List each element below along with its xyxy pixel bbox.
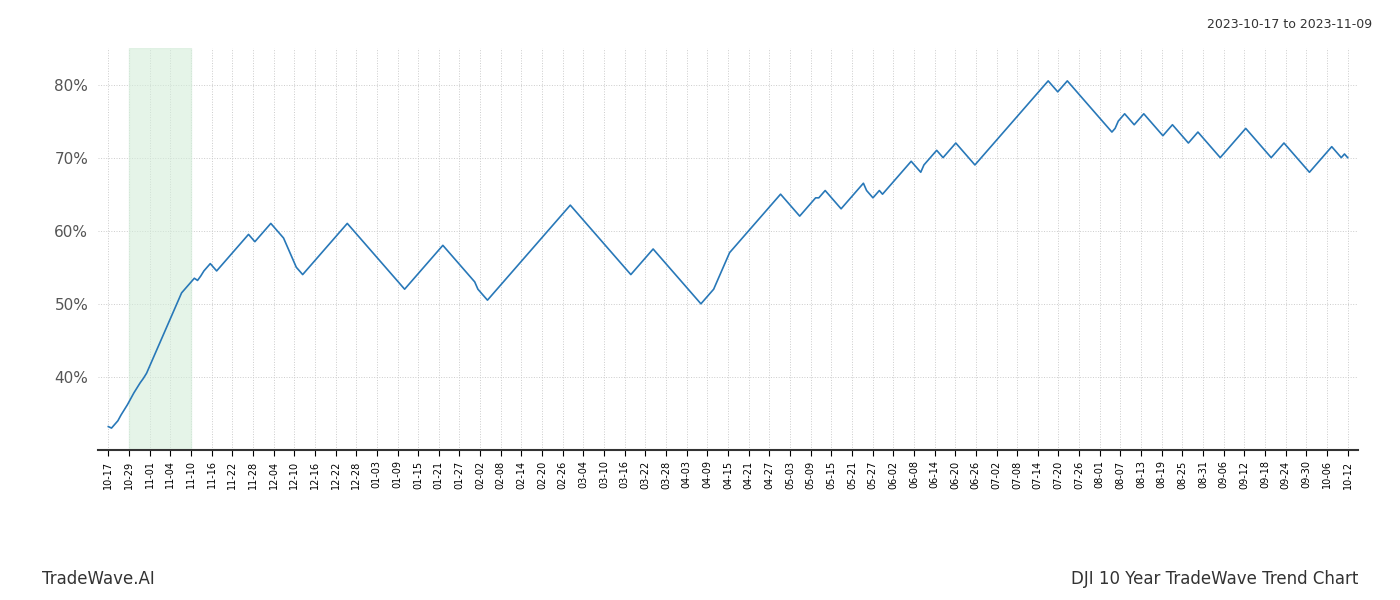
Bar (129, 48, 190, 450)
Text: DJI 10 Year TradeWave Trend Chart: DJI 10 Year TradeWave Trend Chart (1071, 570, 1358, 588)
Text: TradeWave.AI: TradeWave.AI (42, 570, 155, 588)
Text: 2023-10-17 to 2023-11-09: 2023-10-17 to 2023-11-09 (1207, 18, 1372, 31)
